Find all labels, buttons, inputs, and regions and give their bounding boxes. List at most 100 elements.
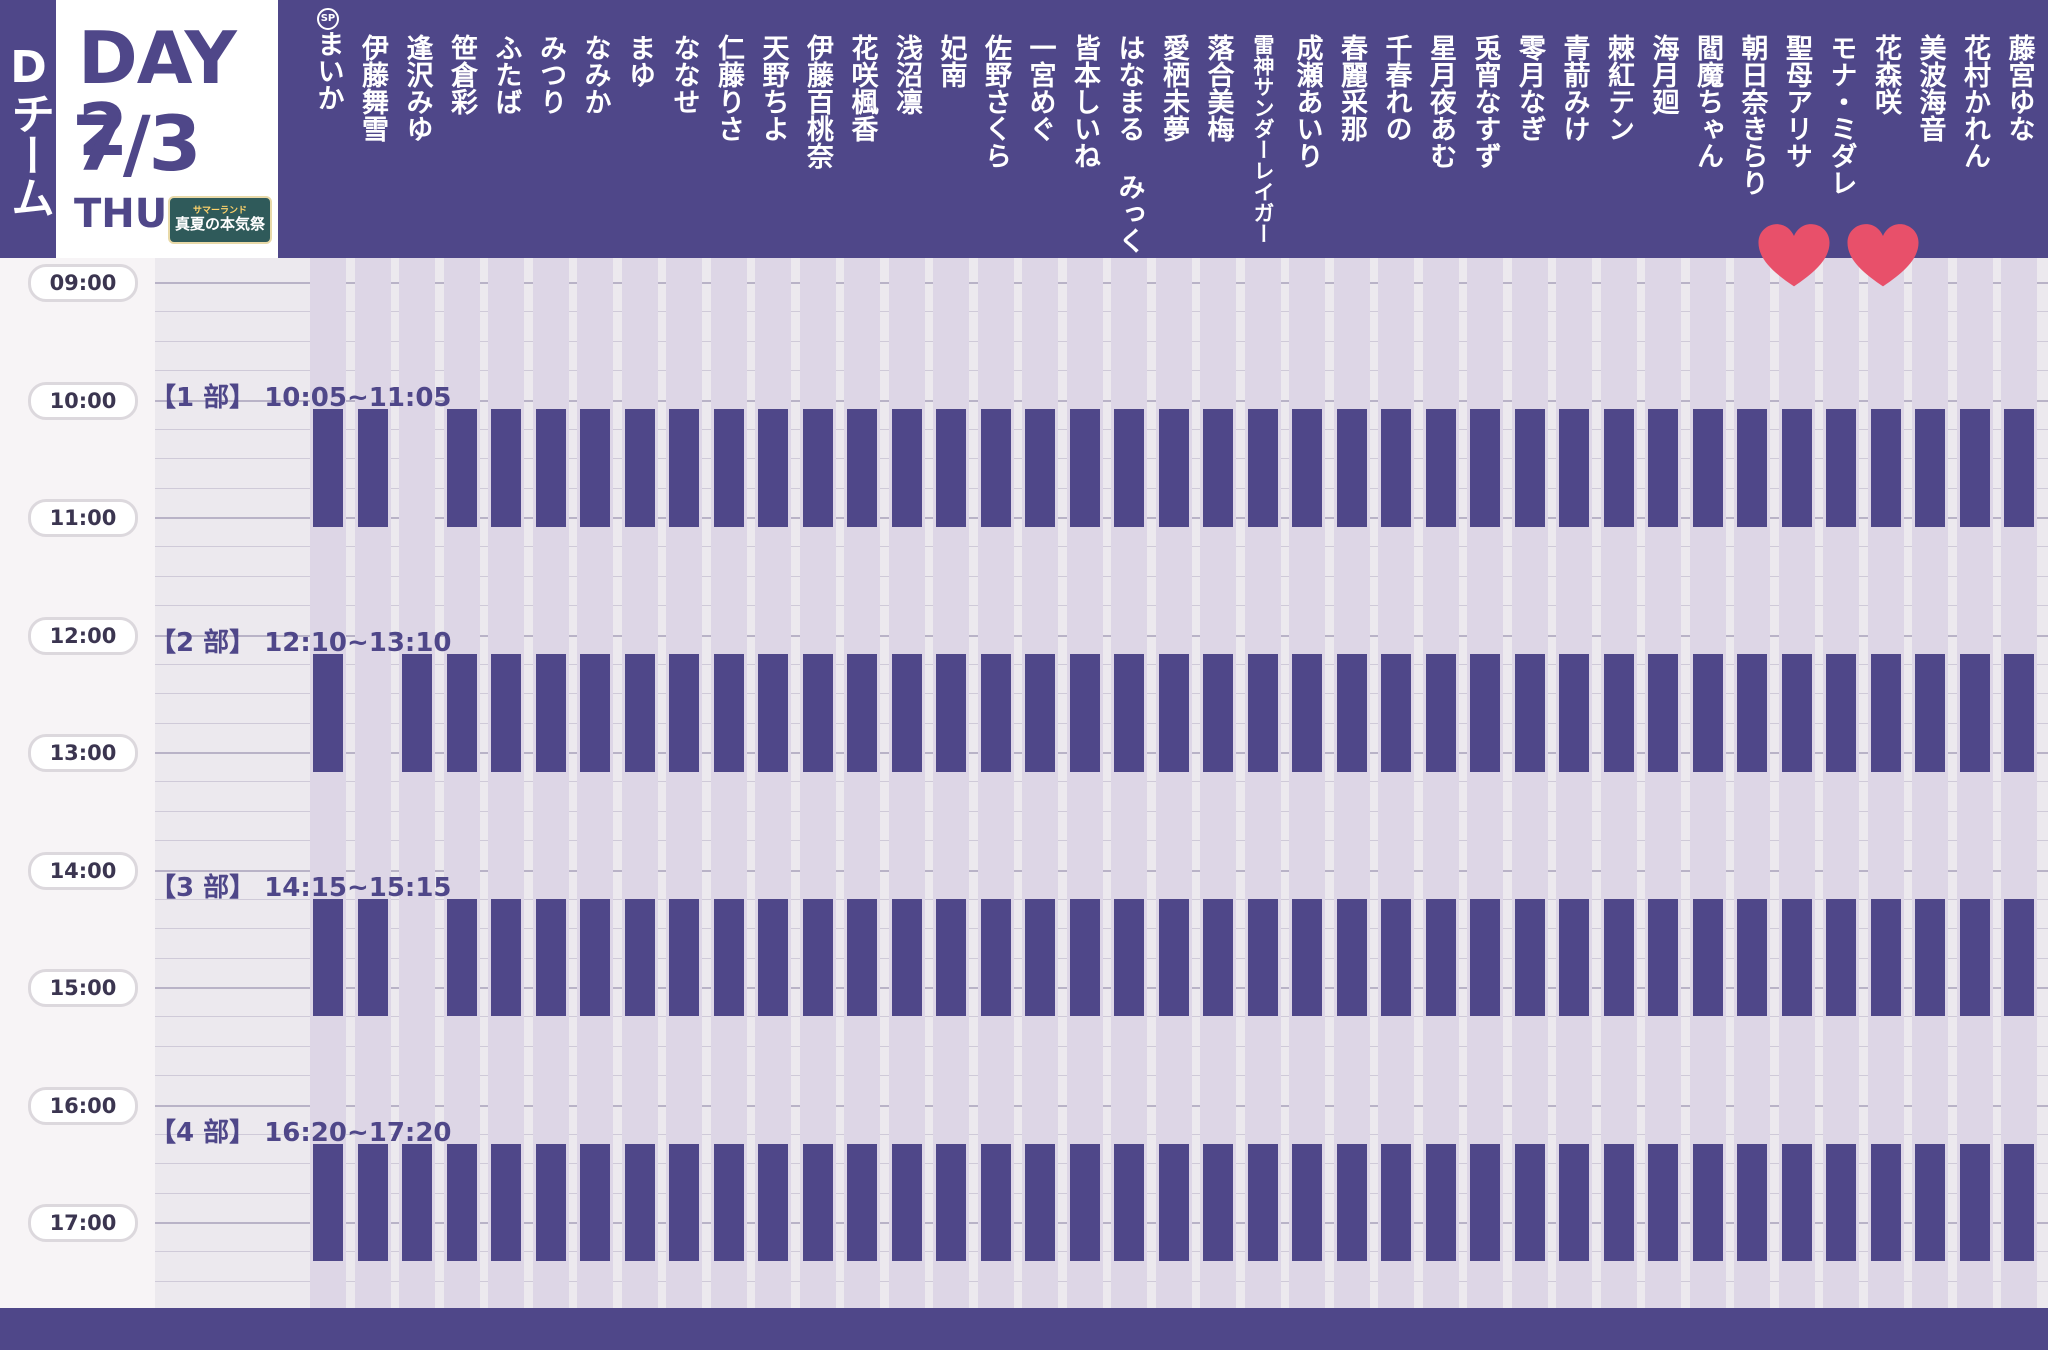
session-slot [758, 654, 788, 772]
team-label: Dチーム [0, 0, 56, 258]
session-slot [1514, 1143, 1545, 1262]
member-name-column: 花咲楓香 [842, 0, 882, 258]
member-name-column: 藤宮ゆな [1999, 0, 2039, 258]
member-name-column: はなまる みっく [1109, 0, 1149, 258]
session-slot [535, 898, 566, 1017]
session-slot [1069, 1143, 1100, 1262]
session-slot [313, 1143, 343, 1262]
heart-icon [1757, 224, 1830, 287]
session-slot [1737, 409, 1767, 527]
member-name-column: ふたば [486, 0, 526, 258]
member-name: 愛栖未夢 [1158, 34, 1189, 142]
session-slot [1203, 409, 1233, 527]
session-slot [535, 409, 566, 527]
session-slot [1158, 654, 1189, 772]
session-slot [2004, 654, 2034, 772]
session-slot [980, 654, 1011, 772]
session-slot [446, 654, 477, 772]
member-name: 美波海音 [1914, 34, 1946, 142]
member-name-column: 千春れの [1376, 0, 1416, 258]
session-slot [1870, 409, 1901, 527]
session-slot [1203, 654, 1233, 772]
session-slot [669, 1143, 699, 1262]
session-slot [491, 409, 521, 527]
session-slot [2004, 898, 2034, 1017]
session-slot [1470, 898, 1500, 1017]
member-header: SP まいか 伊藤舞雪 逢沢みゆ 笹倉彩 ふたば みつり なみか まゆ ななせ 仁藤りさ 天野ちよ 伊藤… [278, 0, 2048, 258]
session-slot [936, 654, 966, 772]
session-slot [535, 1143, 566, 1262]
time-label: 16:00 [28, 1086, 138, 1125]
session-slot [446, 898, 477, 1017]
session-slot [802, 898, 833, 1017]
session-slot [1203, 1143, 1233, 1262]
session-slot [1781, 1143, 1812, 1262]
session-slot [758, 1143, 788, 1262]
session-slot [624, 409, 655, 527]
session-slot [535, 654, 566, 772]
event-logo: サマーランド 真夏の本気祭 [168, 196, 272, 244]
session-slot [1692, 1143, 1723, 1262]
session-slot [1425, 898, 1456, 1017]
session-slot [2004, 1143, 2034, 1262]
session-slot [669, 409, 699, 527]
member-name-column: なみか [575, 0, 615, 258]
member-name-column: SP まいか [308, 0, 348, 258]
member-name: 閻魔ちゃん [1692, 34, 1723, 169]
session-slot [1692, 654, 1723, 772]
member-name: まゆ [624, 34, 655, 88]
session-slot [1069, 654, 1100, 772]
member-name-column: 兎宵なすず [1465, 0, 1505, 258]
session-slot [1425, 654, 1456, 772]
session-slot [1870, 654, 1901, 772]
session-slot [1069, 898, 1100, 1017]
member-name-column: 朝日奈きらり [1732, 0, 1772, 258]
time-label: 10:00 [28, 381, 138, 420]
member-name: 雷神サンダーレイガー [1251, 34, 1275, 244]
session-slot [1336, 409, 1367, 527]
session-slot [1114, 409, 1144, 527]
session-slot [1603, 898, 1634, 1017]
member-name: 浅沼凛 [891, 34, 922, 115]
heart-icon [1846, 224, 1919, 287]
member-name: みつり [535, 34, 566, 115]
time-label: 13:00 [28, 734, 138, 772]
session-slot [847, 1143, 877, 1262]
session-slot [1470, 654, 1500, 772]
member-name: 朝日奈きらり [1736, 34, 1768, 196]
session-slot [1025, 898, 1055, 1017]
session-slot [357, 898, 388, 1017]
session-slot [1692, 898, 1723, 1017]
member-name: モナ・ミダレ [1825, 34, 1857, 196]
member-name-column: まゆ [620, 0, 660, 258]
session-slot [802, 1143, 833, 1262]
member-name-column: 笹倉彩 [442, 0, 482, 258]
session-slot [1514, 898, 1545, 1017]
session-slot [357, 1143, 388, 1262]
member-name: 星月夜あむ [1425, 34, 1456, 169]
member-name: 春麗采那 [1336, 34, 1367, 142]
member-name: ななせ [668, 34, 700, 115]
member-name: 伊藤百桃奈 [802, 34, 833, 169]
weekday-label: THU [74, 191, 168, 237]
session-slot [802, 409, 833, 527]
session-slot [1915, 1143, 1945, 1262]
session-slot [1559, 654, 1589, 772]
session-slot [1203, 898, 1233, 1017]
member-name-column: 美波海音 [1910, 0, 1950, 258]
session-slot [2004, 409, 2034, 527]
member-name: 仁藤りさ [713, 34, 744, 142]
session-slot [713, 898, 744, 1017]
session-slot [1826, 898, 1856, 1017]
session-slot [1737, 1143, 1767, 1262]
member-column-stripe [399, 258, 435, 1308]
member-name-column: 零月なぎ [1510, 0, 1550, 258]
session-slot [580, 1143, 610, 1262]
member-name: 聖母アリサ [1781, 34, 1812, 169]
member-name: 兎宵なすず [1469, 34, 1501, 169]
session-slot [580, 409, 610, 527]
session-slot [1025, 1143, 1055, 1262]
session-label: 【1 部】 10:05~11:05 [150, 383, 452, 414]
session-slot [1247, 409, 1278, 527]
session-slot [1470, 409, 1500, 527]
